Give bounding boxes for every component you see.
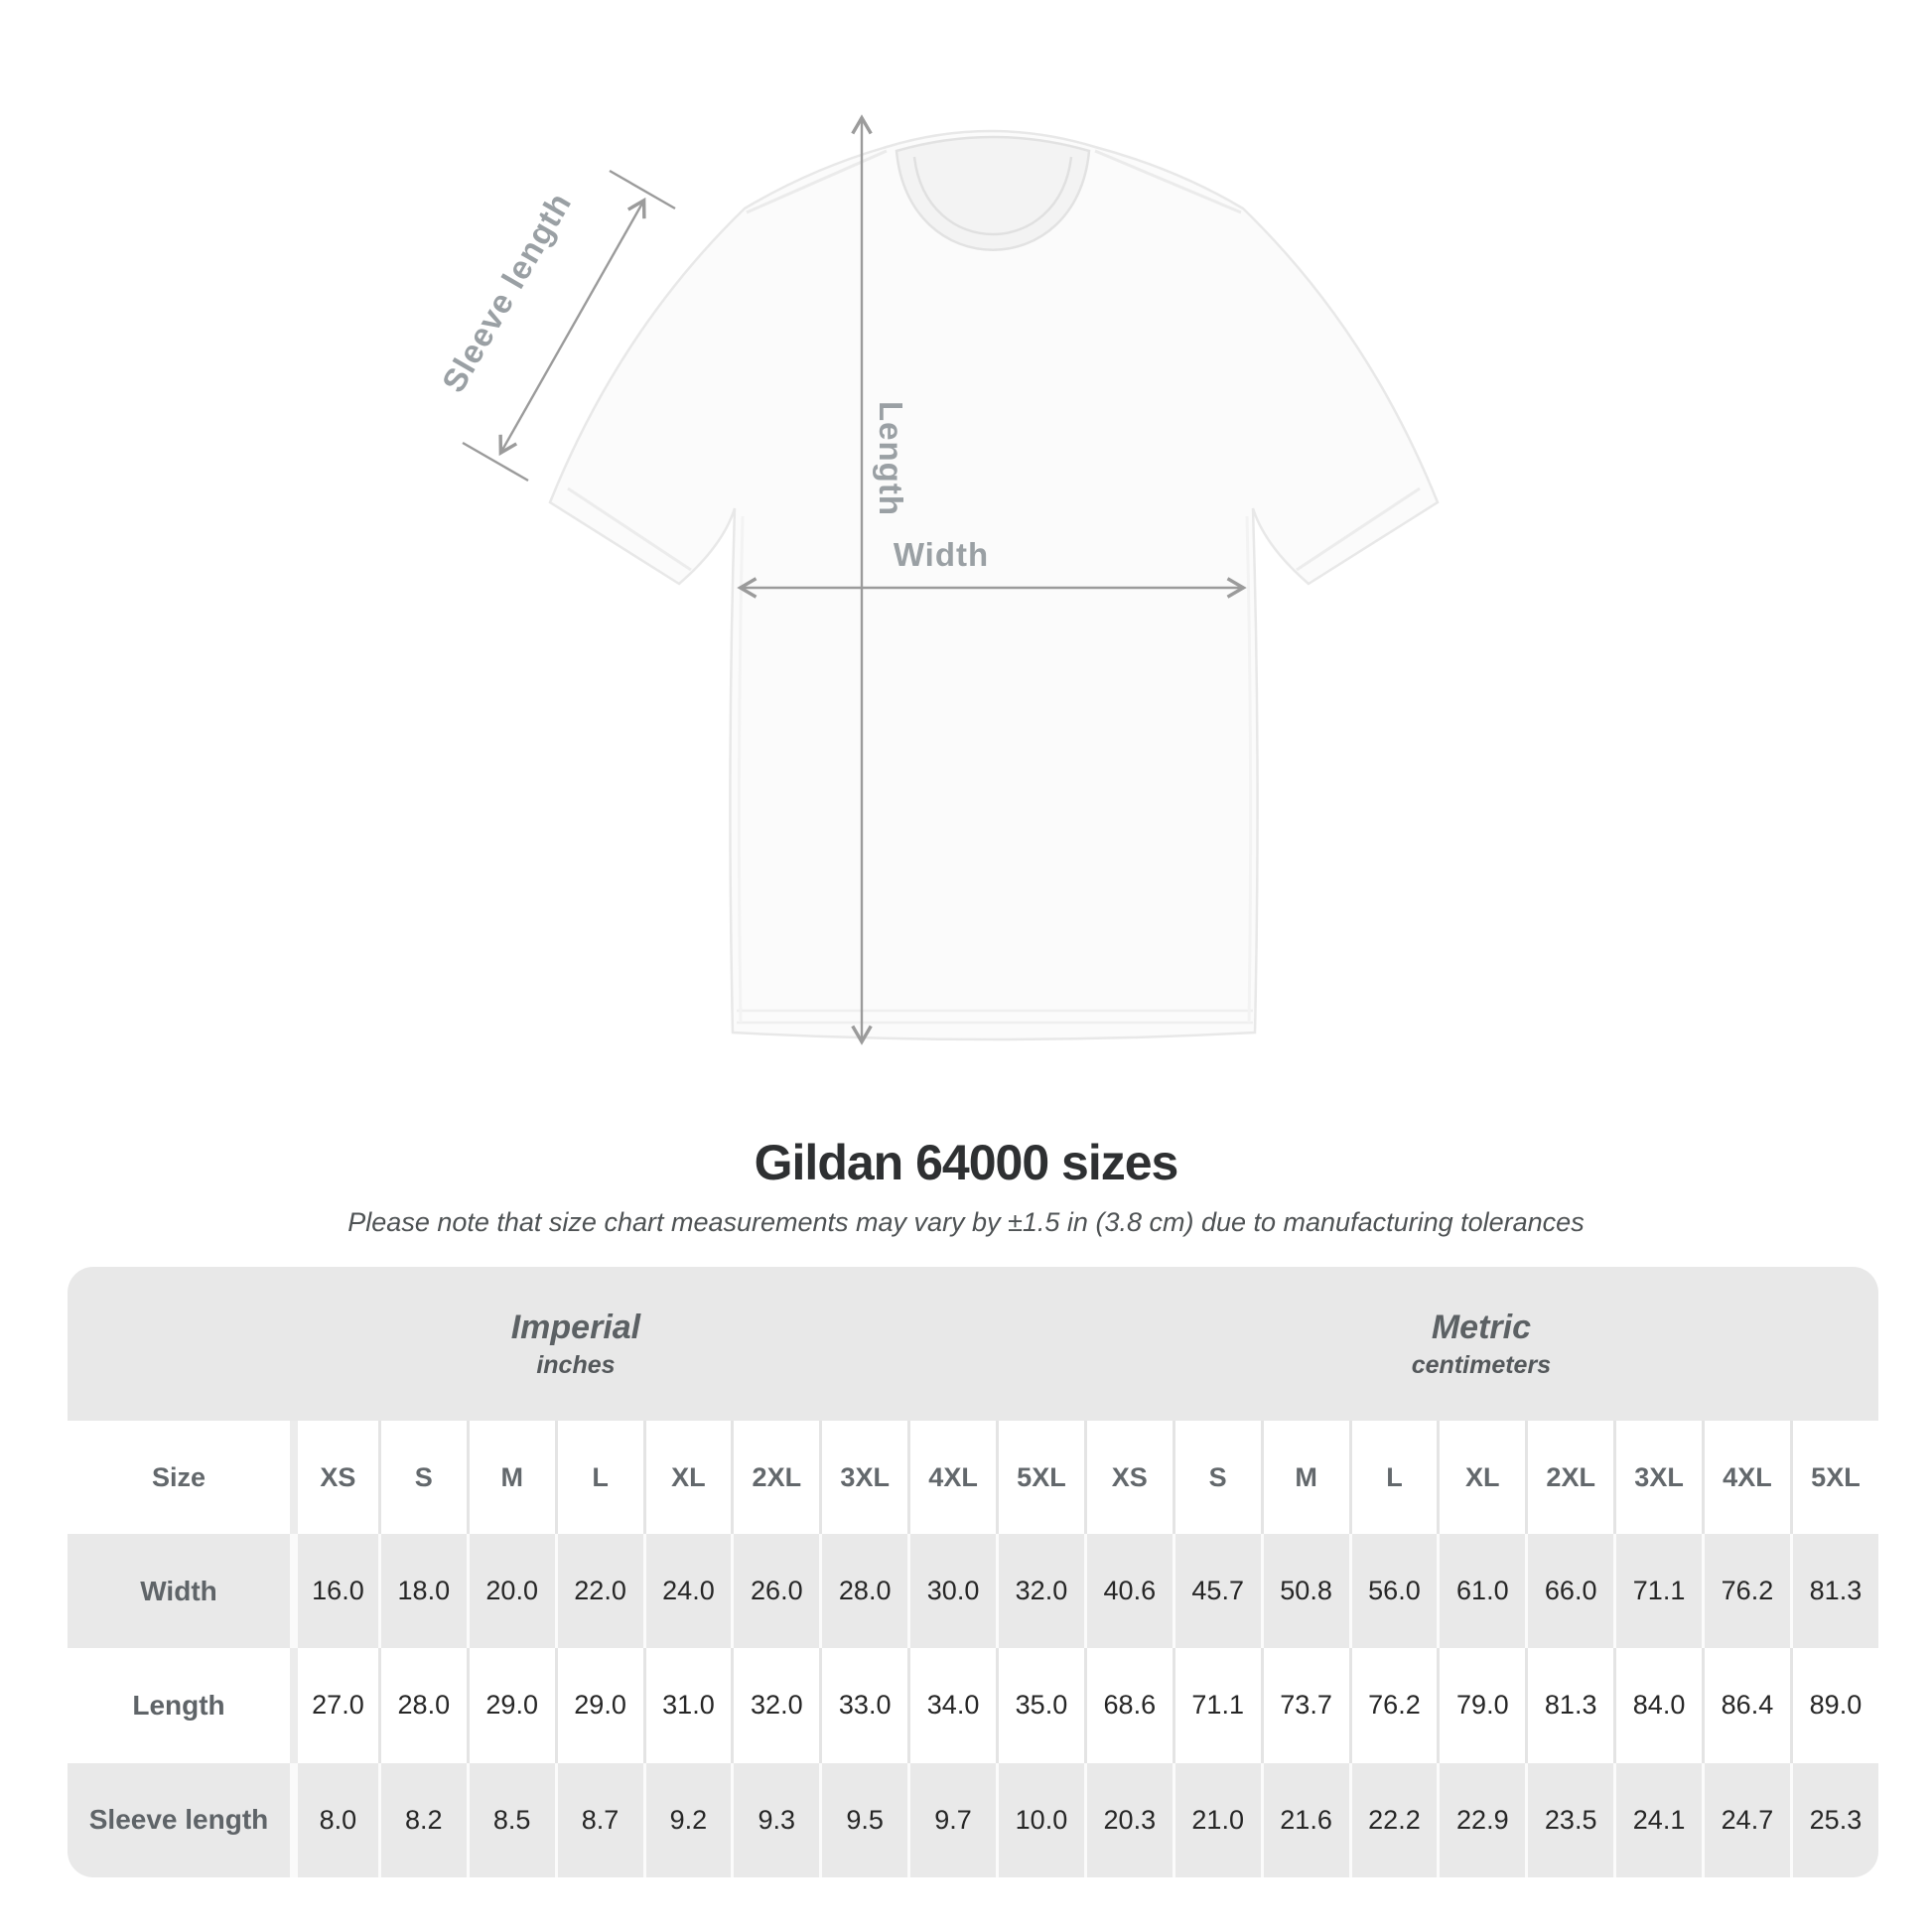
measurement-row-length: Length 27.0 28.0 29.0 29.0 31.0 32.0 33.0 34.0 35… bbox=[68, 1648, 1878, 1763]
size-header-metric-2xl: 2XL bbox=[1525, 1421, 1614, 1534]
measurement-cell: 35.0 bbox=[996, 1648, 1084, 1763]
measurement-cell: 22.2 bbox=[1348, 1762, 1438, 1877]
measurement-cell: 24.7 bbox=[1702, 1762, 1790, 1877]
imperial-group-header: Imperial inches bbox=[68, 1267, 1084, 1421]
metric-label: Metric bbox=[1431, 1309, 1531, 1346]
measurement-cell: 20.3 bbox=[1083, 1762, 1173, 1877]
measurement-cell: 86.4 bbox=[1702, 1648, 1790, 1763]
measurement-cell: 28.0 bbox=[377, 1648, 467, 1763]
size-column-header: Size bbox=[68, 1421, 290, 1534]
measurement-cell: 20.0 bbox=[466, 1534, 555, 1649]
sleeve-length-label: Sleeve length bbox=[435, 186, 579, 398]
measurement-cell: 61.0 bbox=[1437, 1534, 1526, 1649]
measurement-cell: 89.0 bbox=[1789, 1648, 1878, 1763]
measurement-cell: 31.0 bbox=[642, 1648, 732, 1763]
collar bbox=[895, 135, 1091, 251]
size-header-imperial-4xl: 4XL bbox=[907, 1421, 996, 1534]
measurement-cell: 30.0 bbox=[907, 1534, 996, 1649]
measurement-cell: 32.0 bbox=[731, 1648, 820, 1763]
measurement-cell: 29.0 bbox=[554, 1648, 643, 1763]
imperial-label: Imperial bbox=[510, 1309, 641, 1346]
tolerance-note: Please note that size chart measurements… bbox=[347, 1207, 1585, 1237]
measurement-cell: 8.2 bbox=[377, 1762, 467, 1877]
measurement-cell: 68.6 bbox=[1083, 1648, 1173, 1763]
measurement-cell: 26.0 bbox=[731, 1534, 820, 1649]
metric-group-header: Metric centimeters bbox=[1083, 1267, 1878, 1421]
measurement-cell: 24.0 bbox=[642, 1534, 732, 1649]
measurement-cell: 25.3 bbox=[1789, 1762, 1878, 1877]
measurement-cell: 76.2 bbox=[1702, 1534, 1790, 1649]
measurement-cell: 18.0 bbox=[377, 1534, 467, 1649]
measurement-cell: 9.3 bbox=[731, 1762, 820, 1877]
measurement-cell: 32.0 bbox=[996, 1534, 1084, 1649]
measurement-cell: 27.0 bbox=[290, 1648, 378, 1763]
measurement-cell: 71.1 bbox=[1172, 1648, 1261, 1763]
size-header-metric-xs: XS bbox=[1083, 1421, 1173, 1534]
unit-header-row: Imperial inches Metric centimeters bbox=[68, 1267, 1878, 1421]
measurement-cell: 29.0 bbox=[466, 1648, 555, 1763]
measurement-cell: 50.8 bbox=[1260, 1534, 1349, 1649]
measurement-cell: 24.1 bbox=[1613, 1762, 1702, 1877]
size-header-metric-3xl: 3XL bbox=[1613, 1421, 1702, 1534]
size-header-metric-s: S bbox=[1172, 1421, 1261, 1534]
measurement-cell: 9.2 bbox=[642, 1762, 732, 1877]
measurement-cell: 22.0 bbox=[554, 1534, 643, 1649]
tshirt-diagram: Length Width Sleeve length bbox=[435, 114, 1440, 1045]
size-header-metric-5xl: 5XL bbox=[1789, 1421, 1878, 1534]
size-header-row: Size XS S M L XL 2XL 3XL 4XL 5XL XS S M L XL 2XL 3XL 4XL… bbox=[68, 1421, 1878, 1534]
measurement-cell: 9.5 bbox=[819, 1762, 908, 1877]
page-title: Gildan 64000 sizes bbox=[754, 1135, 1179, 1190]
measurement-cell: 81.3 bbox=[1525, 1648, 1614, 1763]
size-header-imperial-m: M bbox=[466, 1421, 555, 1534]
measurement-cell: 56.0 bbox=[1348, 1534, 1438, 1649]
measurement-cell: 28.0 bbox=[819, 1534, 908, 1649]
measurement-cell: 22.9 bbox=[1437, 1762, 1526, 1877]
measurement-cell: 84.0 bbox=[1613, 1648, 1702, 1763]
size-header-imperial-5xl: 5XL bbox=[996, 1421, 1084, 1534]
row-label: Width bbox=[68, 1534, 290, 1649]
size-table: Imperial inches Metric centimeters Size … bbox=[68, 1267, 1878, 1877]
measurement-cell: 40.6 bbox=[1083, 1534, 1173, 1649]
measurement-cell: 23.5 bbox=[1525, 1762, 1614, 1877]
measurement-cell: 21.6 bbox=[1260, 1762, 1349, 1877]
size-header-imperial-l: L bbox=[554, 1421, 643, 1534]
measurement-cell: 34.0 bbox=[907, 1648, 996, 1763]
tshirt-silhouette bbox=[548, 129, 1440, 1041]
measurement-cell: 45.7 bbox=[1172, 1534, 1261, 1649]
measurement-cell: 8.5 bbox=[466, 1762, 555, 1877]
measurement-cell: 16.0 bbox=[290, 1534, 378, 1649]
metric-unit: centimeters bbox=[1411, 1350, 1552, 1379]
measurement-cell: 8.7 bbox=[554, 1762, 643, 1877]
size-table-panel: Imperial inches Metric centimeters Size … bbox=[68, 1267, 1878, 1877]
measurement-row-width: Width 16.0 18.0 20.0 22.0 24.0 26.0 28.0 30.0 32.… bbox=[68, 1534, 1878, 1649]
size-header-metric-xl: XL bbox=[1437, 1421, 1526, 1534]
measurement-cell: 10.0 bbox=[996, 1762, 1084, 1877]
length-label: Length bbox=[873, 401, 909, 516]
width-label: Width bbox=[894, 536, 989, 573]
measurement-cell: 21.0 bbox=[1172, 1762, 1261, 1877]
measurement-cell: 73.7 bbox=[1260, 1648, 1349, 1763]
size-header-metric-l: L bbox=[1348, 1421, 1438, 1534]
row-label: Length bbox=[68, 1648, 290, 1763]
size-header-metric-4xl: 4XL bbox=[1702, 1421, 1790, 1534]
measurement-row-sleeve-length: Sleeve length 8.0 8.2 8.5 8.7 9.2 9.3 9.5 9.7 10.… bbox=[68, 1762, 1878, 1877]
row-label: Sleeve length bbox=[68, 1762, 290, 1877]
measurement-cell: 76.2 bbox=[1348, 1648, 1438, 1763]
size-header-imperial-3xl: 3XL bbox=[819, 1421, 908, 1534]
measurement-cell: 9.7 bbox=[907, 1762, 996, 1877]
measurement-cell: 81.3 bbox=[1789, 1534, 1878, 1649]
sleeve-length-arrow bbox=[462, 169, 676, 483]
measurement-cell: 79.0 bbox=[1437, 1648, 1526, 1763]
measurement-cell: 66.0 bbox=[1525, 1534, 1614, 1649]
size-header-imperial-xs: XS bbox=[290, 1421, 378, 1534]
size-header-imperial-s: S bbox=[377, 1421, 467, 1534]
size-header-imperial-2xl: 2XL bbox=[731, 1421, 820, 1534]
size-header-metric-m: M bbox=[1260, 1421, 1349, 1534]
measurement-cell: 71.1 bbox=[1613, 1534, 1702, 1649]
imperial-unit: inches bbox=[536, 1350, 616, 1379]
measurement-cell: 33.0 bbox=[819, 1648, 908, 1763]
measurement-cell: 8.0 bbox=[290, 1762, 378, 1877]
size-header-imperial-xl: XL bbox=[642, 1421, 732, 1534]
